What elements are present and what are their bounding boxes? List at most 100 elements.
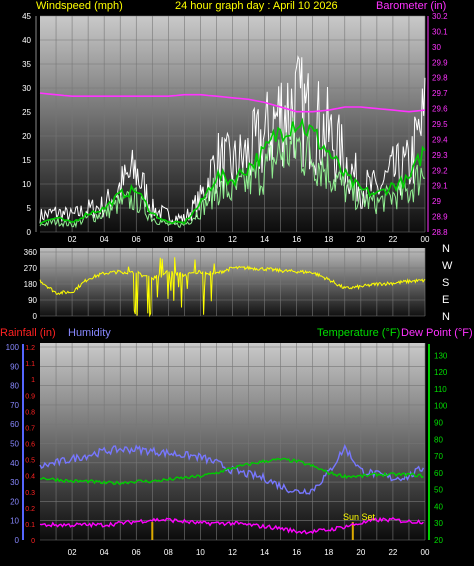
weather-x-tick-label: 16 [292, 548, 301, 557]
rainfall-axis-title: Rainfall (in) [0, 327, 56, 339]
humidity-tick-label: 60 [10, 420, 19, 429]
rainfall-tick-label: 0.7 [25, 425, 35, 432]
weather-x-tick-label: 04 [100, 548, 109, 557]
temperature-tick-label: 50 [434, 486, 443, 495]
barometer-tick-label: 29.8 [432, 74, 448, 83]
chart-date-title: 24 hour graph day : April 10 2026 [175, 0, 338, 12]
rainfall-tick-label: 0.1 [25, 522, 35, 529]
barometer-tick-label: 30.2 [432, 12, 448, 21]
temperature-tick-label: 40 [434, 502, 443, 511]
compass-label: S [442, 277, 449, 289]
wind-x-tick-label: 22 [388, 235, 397, 244]
windspeed-tick-label: 25 [22, 108, 31, 117]
compass-label: N [442, 243, 450, 255]
windspeed-tick-label: 45 [22, 12, 31, 21]
windspeed-tick-label: 0 [27, 228, 32, 237]
rainfall-tick-label: 0.6 [25, 442, 35, 449]
rainfall-tick-label: 1 [31, 377, 35, 384]
humidity-tick-label: 0 [15, 536, 20, 545]
rainfall-tick-label: 0.8 [25, 409, 35, 416]
barometer-tick-label: 28.9 [432, 213, 448, 222]
weather-x-tick-label: 06 [132, 548, 141, 557]
temperature-tick-label: 60 [434, 469, 443, 478]
direction-tick-label: 360 [24, 248, 38, 257]
windspeed-tick-label: 5 [27, 204, 32, 213]
humidity-tick-label: 90 [10, 362, 19, 371]
compass-label: W [442, 260, 453, 272]
dewpoint-series [39, 516, 424, 535]
direction-tick-label: 90 [28, 296, 37, 305]
weather-x-tick-label: 20 [356, 548, 365, 557]
humidity-tick-label: 10 [10, 517, 19, 526]
humidity-series [39, 443, 425, 495]
windspeed-tick-label: 30 [22, 84, 31, 93]
wind-mean-series [39, 117, 426, 225]
direction-tick-label: 180 [24, 280, 38, 289]
humidity-tick-label: 20 [10, 497, 19, 506]
wind-x-tick-label: 04 [100, 235, 109, 244]
rainfall-tick-label: 0.5 [25, 458, 35, 465]
humidity-tick-label: 80 [10, 382, 19, 391]
temperature-tick-label: 80 [434, 435, 443, 444]
windspeed-axis-title: Windspeed (mph) [36, 0, 123, 12]
direction-tick-label: 0 [33, 312, 38, 321]
compass-label: E [442, 294, 449, 306]
wind-direction-series [39, 257, 426, 318]
compass-label: N [442, 311, 450, 323]
barometer-tick-label: 29.7 [432, 89, 448, 98]
temperature-tick-label: 20 [434, 536, 443, 545]
temperature-tick-label: 130 [434, 351, 448, 360]
temperature-tick-label: 30 [434, 519, 443, 528]
windspeed-tick-label: 35 [22, 60, 31, 69]
windspeed-tick-label: 10 [22, 180, 31, 189]
temperature-tick-label: 110 [434, 385, 447, 394]
wind-x-tick-label: 10 [196, 235, 205, 244]
wind-x-tick-label: 20 [356, 235, 365, 244]
direction-tick-label: 270 [24, 264, 38, 273]
barometer-tick-label: 29.4 [432, 135, 448, 144]
windspeed-tick-label: 20 [22, 132, 31, 141]
barometer-tick-label: 30 [432, 43, 441, 52]
rainfall-tick-label: 0.3 [25, 490, 35, 497]
barometer-tick-label: 30.1 [432, 27, 448, 36]
rainfall-tick-label: 0.2 [25, 506, 35, 513]
barometer-tick-label: 29.1 [432, 182, 448, 191]
temperature-tick-label: 70 [434, 452, 443, 461]
sunset-label: Sun Set [343, 512, 376, 522]
wind-x-tick-label: 14 [260, 235, 269, 244]
barometer-tick-label: 29.9 [432, 58, 448, 67]
temperature-tick-label: 90 [434, 419, 443, 428]
humidity-tick-label: 30 [10, 478, 19, 487]
barometer-tick-label: 29.5 [432, 120, 448, 129]
temperature-tick-label: 100 [434, 402, 448, 411]
windspeed-tick-label: 40 [22, 36, 31, 45]
wind-x-tick-label: 12 [228, 235, 237, 244]
weather-x-tick-label: 22 [388, 548, 397, 557]
barometer-tick-label: 29 [432, 197, 441, 206]
wind-x-tick-label: 16 [292, 235, 301, 244]
barometer-tick-label: 29.2 [432, 166, 448, 175]
temperature-axis-title: Temperature (°F) [317, 327, 400, 339]
wind-x-tick-label: 00 [421, 235, 430, 244]
weather-x-tick-label: 00 [421, 548, 430, 557]
humidity-tick-label: 40 [10, 459, 19, 468]
wind-x-tick-label: 06 [132, 235, 141, 244]
rainfall-tick-label: 1.2 [25, 345, 35, 352]
weather-x-tick-label: 18 [324, 548, 333, 557]
rainfall-tick-label: 0.4 [25, 474, 35, 481]
temperature-tick-label: 120 [434, 368, 448, 377]
rainfall-tick-label: 0 [31, 538, 35, 545]
humidity-tick-label: 50 [10, 440, 19, 449]
dewpoint-axis-title: Dew Point (°F) [401, 327, 473, 339]
rainfall-tick-label: 1.1 [25, 361, 35, 368]
weather-x-tick-label: 12 [228, 548, 237, 557]
barometer-tick-label: 29.6 [432, 105, 448, 114]
weather-x-tick-label: 14 [260, 548, 269, 557]
windspeed-tick-label: 15 [22, 156, 31, 165]
wind-x-tick-label: 02 [68, 235, 77, 244]
barometer-tick-label: 29.3 [432, 151, 448, 160]
humidity-tick-label: 70 [10, 401, 19, 410]
barometer-axis-title: Barometer (in) [376, 0, 446, 12]
weather-x-tick-label: 08 [164, 548, 173, 557]
